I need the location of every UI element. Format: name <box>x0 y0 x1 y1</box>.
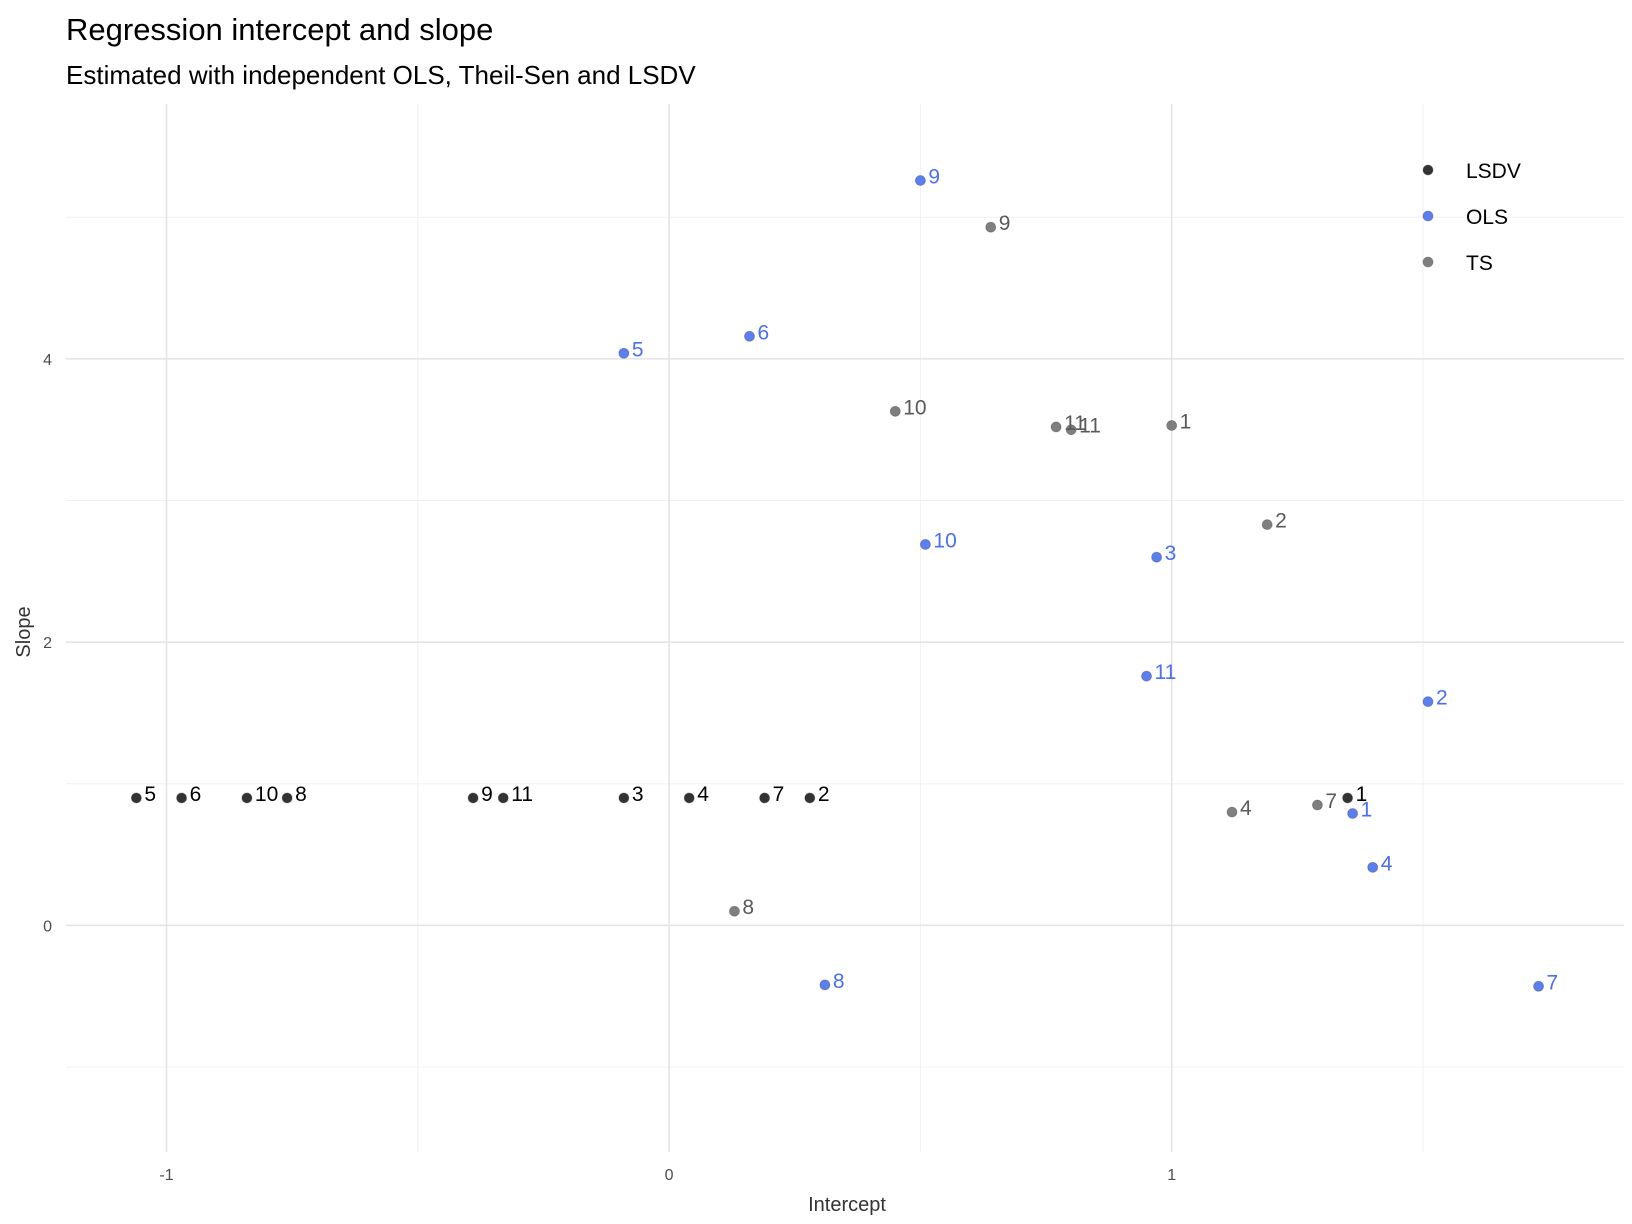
ols-point-0 <box>914 175 926 186</box>
ols-point-4 <box>1151 551 1162 563</box>
y-tick-label-2: 4 <box>43 352 52 369</box>
lsdv-point-9 <box>804 792 816 804</box>
lsdv-point-0 <box>130 792 142 804</box>
ols-point-3 <box>920 539 931 550</box>
ts-point-4 <box>1166 420 1178 431</box>
lsdv-point-2 <box>241 792 253 804</box>
legend-key-ols <box>1422 210 1434 222</box>
lsdv-point-label-10: 1 <box>1356 783 1368 806</box>
lsdv-point-label-5: 11 <box>511 783 533 806</box>
ts-point-8 <box>729 905 740 917</box>
grid-lines <box>66 104 1624 1152</box>
ols-point-label-8: 4 <box>1381 852 1393 875</box>
ols-point-2 <box>744 330 755 342</box>
lsdv-point-label-7: 4 <box>697 783 709 806</box>
lsdv-point-label-0: 5 <box>144 783 156 806</box>
legend-label-ts: TS <box>1466 252 1493 275</box>
chart-subtitle: Estimated with independent OLS, Theil-Se… <box>66 60 696 90</box>
lsdv-point-3 <box>281 792 293 804</box>
lsdv-point-1 <box>176 792 187 804</box>
ts-point-label-3: 11 <box>1079 415 1101 438</box>
ols-point-label-2: 6 <box>758 321 770 344</box>
ts-point-2 <box>1050 421 1062 433</box>
ols-point-label-5: 11 <box>1155 661 1177 684</box>
ts-point-5 <box>1261 519 1273 531</box>
legend-key-ts <box>1422 256 1434 268</box>
ols-point-9 <box>819 979 831 991</box>
chart-title: Regression intercept and slope <box>66 12 493 47</box>
ts-point-label-8: 8 <box>742 896 754 919</box>
y-tick-label-1: 2 <box>43 635 52 652</box>
x-tick-label-0: -1 <box>159 1167 173 1184</box>
ts-point-label-6: 4 <box>1240 797 1252 820</box>
legend: LSDV OLS TS <box>1422 160 1521 275</box>
y-axis-title: Slope <box>13 606 35 657</box>
ols-point-label-10: 7 <box>1547 971 1559 994</box>
ts-point-label-1: 10 <box>903 396 926 419</box>
ols-point-6 <box>1422 696 1434 708</box>
lsdv-point-label-9: 2 <box>818 783 830 806</box>
ts-point-0 <box>985 221 997 233</box>
lsdv-point-8 <box>759 792 770 804</box>
ols-point-label-0: 9 <box>928 165 940 188</box>
lsdv-point-label-1: 6 <box>190 783 202 806</box>
lsdv-point-4 <box>467 792 479 804</box>
ts-point-3 <box>1065 424 1077 436</box>
ts-point-label-5: 2 <box>1275 510 1287 533</box>
legend-label-ols: OLS <box>1466 206 1508 229</box>
ts-point-label-2: 11 <box>1064 412 1086 435</box>
legend-label-lsdv: LSDV <box>1466 160 1521 183</box>
ols-point-8 <box>1367 861 1379 873</box>
data-points <box>130 175 1544 992</box>
ols-point-7 <box>1347 808 1359 819</box>
ols-point-10 <box>1533 980 1544 992</box>
ols-point-label-6: 2 <box>1436 687 1448 710</box>
ols-point-1 <box>618 347 630 359</box>
x-tick-label-2: 1 <box>1167 1167 1176 1184</box>
ts-point-label-0: 9 <box>999 212 1011 235</box>
x-axis-title: Intercept <box>808 1194 886 1216</box>
lsdv-point-label-4: 9 <box>481 783 493 806</box>
ts-point-6 <box>1226 806 1238 818</box>
ols-point-label-9: 8 <box>833 970 845 993</box>
lsdv-point-label-6: 3 <box>632 783 644 806</box>
lsdv-point-label-3: 8 <box>295 783 307 806</box>
lsdv-point-6 <box>618 792 630 804</box>
lsdv-point-label-8: 7 <box>773 783 785 806</box>
legend-key-lsdv <box>1422 164 1434 176</box>
lsdv-point-7 <box>683 792 695 804</box>
ts-point-1 <box>889 405 901 417</box>
x-tick-label-1: 0 <box>665 1167 674 1184</box>
ols-point-label-1: 5 <box>632 338 644 361</box>
ols-point-5 <box>1141 670 1152 682</box>
ols-point-label-3: 10 <box>933 529 956 552</box>
ts-point-7 <box>1312 799 1323 811</box>
ts-point-label-4: 1 <box>1180 410 1192 433</box>
ts-point-label-7: 7 <box>1325 790 1337 813</box>
ols-point-label-4: 3 <box>1165 542 1177 565</box>
lsdv-point-label-2: 10 <box>255 783 278 806</box>
lsdv-point-5 <box>497 792 509 804</box>
lsdv-point-10 <box>1342 792 1353 804</box>
ols-point-label-7: 1 <box>1361 799 1373 822</box>
y-tick-label-0: 0 <box>43 918 52 935</box>
